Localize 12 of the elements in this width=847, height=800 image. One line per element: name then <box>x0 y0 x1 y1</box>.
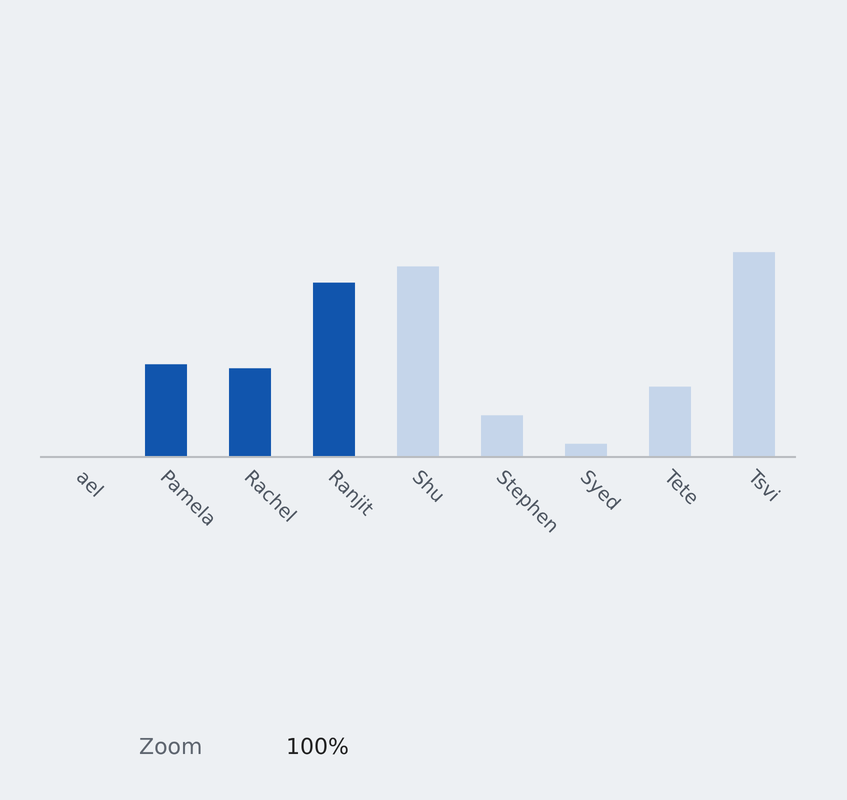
bar <box>733 252 775 456</box>
bar <box>397 266 439 456</box>
text: Zoom <box>139 735 202 760</box>
bar <box>481 415 523 456</box>
text: 100% <box>286 735 349 760</box>
x-tick-label: Shu <box>408 466 449 508</box>
bar <box>565 444 607 456</box>
bar <box>229 368 271 456</box>
x-tick-label: ael <box>72 466 108 502</box>
bar <box>145 364 187 456</box>
bar <box>649 386 691 456</box>
bar <box>313 282 355 456</box>
